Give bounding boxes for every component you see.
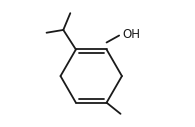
Text: OH: OH xyxy=(122,28,140,41)
